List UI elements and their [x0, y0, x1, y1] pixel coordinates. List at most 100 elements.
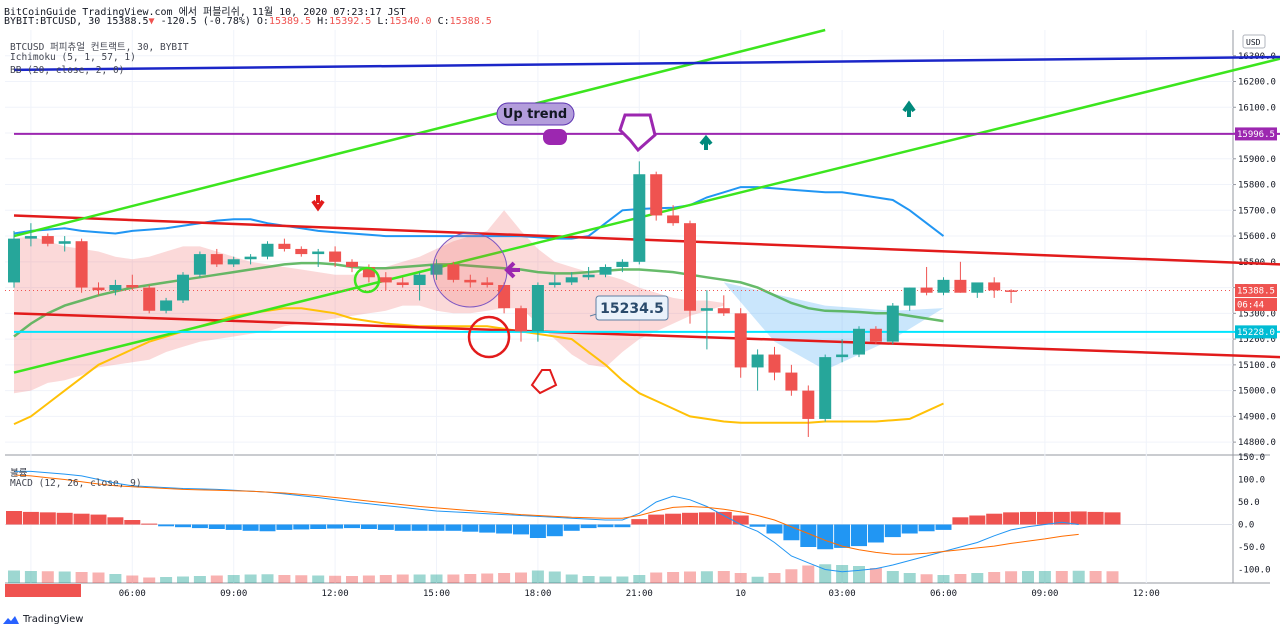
- up-arrow-icon: [699, 134, 713, 150]
- candle-body: [346, 261, 358, 267]
- ichimoku-cloud-bearish: [14, 210, 724, 394]
- volume-bar: [650, 572, 663, 583]
- macd-histogram-bar: [1070, 511, 1087, 525]
- macd-histogram-bar: [411, 524, 428, 531]
- volume-bar: [836, 565, 849, 583]
- candle-body: [126, 285, 139, 288]
- macd-histogram-bar: [986, 513, 1003, 525]
- macd-histogram-bar: [394, 524, 411, 531]
- volume-bar: [717, 571, 730, 583]
- macd-histogram-bar: [377, 524, 394, 530]
- price-tick-label: 14800.0: [1238, 438, 1276, 448]
- macd-histogram-bar: [513, 524, 529, 535]
- volume-bar: [413, 574, 426, 583]
- macd-tick-label: -100.0: [1238, 566, 1271, 576]
- candle-body: [565, 277, 578, 283]
- macd-histogram-bar: [242, 524, 259, 531]
- candle-body: [988, 282, 1001, 291]
- candle-body: [667, 215, 680, 224]
- macd-histogram-bar: [259, 524, 276, 532]
- candle-body: [261, 243, 274, 257]
- volume-bar: [515, 572, 527, 583]
- volume-bar: [210, 575, 223, 583]
- price-callout: [589, 295, 669, 321]
- candle-body: [937, 279, 950, 293]
- candle-body: [903, 287, 916, 306]
- time-tick-label: 18:00: [524, 589, 551, 599]
- candle-body: [8, 238, 20, 283]
- volume-bar: [819, 564, 832, 583]
- macd-histogram-bar: [462, 524, 479, 532]
- volume-bar: [109, 574, 122, 583]
- price-tick-label: 15200.0: [1238, 335, 1276, 345]
- volume-bar: [244, 574, 257, 583]
- macd-histogram-bar: [360, 524, 377, 529]
- macd-histogram-bar: [344, 524, 360, 529]
- price-tick-label: 15600.0: [1238, 232, 1276, 242]
- volume-bar: [751, 576, 764, 583]
- volume-bar: [700, 571, 713, 583]
- trend-line: [13, 55, 1280, 72]
- candle-body: [278, 243, 291, 249]
- currency-badge: [1242, 34, 1266, 49]
- macd-histogram-bar: [867, 524, 884, 543]
- candle-body: [396, 282, 409, 285]
- candle-body: [853, 328, 865, 355]
- callout-box: [595, 295, 669, 321]
- macd-histogram-bar: [1053, 511, 1070, 525]
- volume-bar: [565, 574, 578, 583]
- macd-histogram-bar: [715, 511, 732, 525]
- macd-histogram-bar: [563, 524, 580, 531]
- candle-body: [447, 264, 460, 280]
- price-badge-label: 15996.5: [1237, 130, 1275, 140]
- macd-histogram-bar: [698, 512, 715, 525]
- price-tick-label: 16100.0: [1238, 103, 1276, 113]
- candle-body: [785, 372, 798, 391]
- candle-body: [92, 287, 105, 291]
- cursor-time-badge: [5, 584, 81, 597]
- candle-body: [1005, 290, 1018, 292]
- candle-body: [58, 241, 71, 244]
- volume-bar: [126, 575, 139, 583]
- price-tick-label: 16200.0: [1238, 78, 1276, 88]
- candle-body: [954, 279, 967, 293]
- macd-histogram-bar: [496, 524, 513, 534]
- candle-body: [329, 251, 342, 262]
- volume-bar: [329, 575, 342, 583]
- volume-bar: [295, 575, 308, 583]
- candle-body: [24, 236, 37, 239]
- candle-body: [75, 241, 88, 288]
- price-tick-label: 14900.0: [1238, 412, 1276, 422]
- volume-bar: [1005, 571, 1018, 583]
- candle-body: [430, 264, 443, 275]
- macd-histogram-bar: [293, 524, 310, 530]
- volume-bar: [937, 575, 950, 583]
- price-tick-label: 15300.0: [1238, 309, 1276, 319]
- tradingview-brand[interactable]: TradingView: [2, 614, 83, 625]
- macd-histogram-bar: [175, 524, 191, 528]
- macd-histogram-bar: [445, 524, 462, 531]
- candle-body: [362, 266, 375, 278]
- price-badge-label: 15228.0: [1237, 328, 1275, 338]
- price-badge: [1235, 127, 1277, 141]
- bb-basis-line: [13, 261, 944, 338]
- price-tick-label: 15100.0: [1238, 361, 1276, 371]
- macd-legend: MACD (12, 26, close, 9): [10, 478, 142, 489]
- time-tick-label: 06:00: [119, 589, 146, 599]
- volume-bar: [886, 571, 899, 583]
- time-tick-label: 15:00: [423, 589, 450, 599]
- trend-line: [13, 214, 1280, 266]
- volume-bar: [1106, 571, 1119, 583]
- volume-bar: [379, 575, 392, 583]
- macd-histogram-bar: [1104, 512, 1121, 525]
- time-tick-label: 10: [735, 589, 746, 599]
- pointing-hand-icon: [618, 113, 657, 153]
- volume-bar: [1072, 570, 1085, 583]
- macd-histogram-bar: [884, 524, 901, 538]
- macd-tick-label: 0.0: [1238, 521, 1254, 531]
- candle-body: [633, 174, 646, 262]
- candle-body: [971, 282, 984, 293]
- candle-body: [616, 261, 629, 267]
- volume-bar: [599, 576, 612, 583]
